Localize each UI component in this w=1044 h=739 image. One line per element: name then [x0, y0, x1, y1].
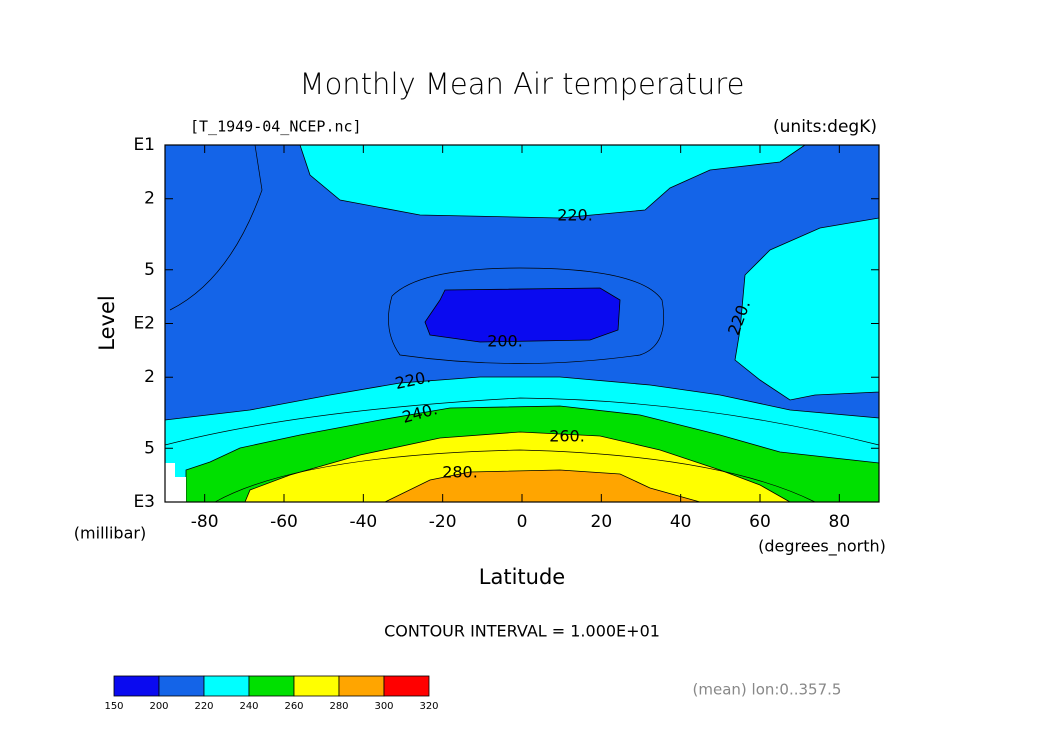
x-tick-label: -60: [270, 512, 298, 532]
colorbar-box: [158, 675, 205, 697]
colorbar-box: [248, 675, 295, 697]
colorbar-box: [113, 675, 160, 697]
x-axis-label: Latitude: [479, 565, 565, 589]
colorbar-label: 200: [149, 701, 168, 712]
y-tick-label: 5: [144, 438, 155, 458]
y-tick-label: 2: [144, 367, 155, 387]
colorbar-label: 300: [374, 701, 393, 712]
x-tick-label: -20: [429, 512, 457, 532]
y-tick-label: E1: [133, 135, 155, 155]
chart-title: Monthly Mean Air temperature: [300, 67, 745, 101]
contour-line: [164, 397, 880, 446]
x-tick-label: -40: [349, 512, 377, 532]
x-tick-label: 40: [670, 512, 692, 532]
x-tick-label: 0: [517, 512, 528, 532]
contour-line: [388, 267, 665, 364]
contour-line: [169, 144, 263, 311]
y-tick-label: E2: [133, 314, 155, 334]
y-tick-label: 5: [144, 260, 155, 280]
x-tick-label: 80: [829, 512, 851, 532]
colorbar-label: 150: [104, 701, 123, 712]
contour-region: [384, 469, 701, 503]
x-unit-label: (degrees_north): [758, 537, 886, 557]
colorbar-box: [383, 675, 430, 697]
subtitle: [T_1949-04_NCEP.nc]: [190, 118, 362, 136]
contour-label: 200.: [487, 332, 523, 351]
contour-region: [424, 287, 621, 343]
contour-region: [299, 144, 807, 219]
contour-label: 220.: [557, 206, 593, 225]
x-tick-label: 20: [591, 512, 613, 532]
contour-region: [734, 217, 880, 401]
x-tick-label: 60: [749, 512, 771, 532]
missing-area: [165, 463, 186, 502]
x-tick-label: -80: [191, 512, 219, 532]
y-axis-label: Level: [95, 295, 119, 350]
colorbar-box: [338, 675, 385, 697]
contour-line: [214, 449, 816, 503]
colorbar-box: [293, 675, 340, 697]
colorbar-label: 320: [419, 701, 438, 712]
y-unit-label: (millibar): [74, 524, 146, 543]
colorbar-label: 240: [239, 701, 258, 712]
contour-label: 260.: [549, 427, 585, 446]
units-label: (units:degK): [773, 117, 877, 137]
colorbar-box: [203, 675, 250, 697]
y-tick-label: E3: [133, 492, 155, 512]
colorbar-label: 260: [284, 701, 303, 712]
note: (mean) lon:0..357.5: [693, 681, 842, 699]
colorbar-label: 220: [194, 701, 213, 712]
contour-region: [244, 431, 792, 503]
contour-label: 280.: [442, 463, 478, 482]
contour-interval: CONTOUR INTERVAL = 1.000E+01: [384, 622, 660, 641]
colorbar-label: 280: [329, 701, 348, 712]
y-tick-label: 2: [144, 189, 155, 209]
